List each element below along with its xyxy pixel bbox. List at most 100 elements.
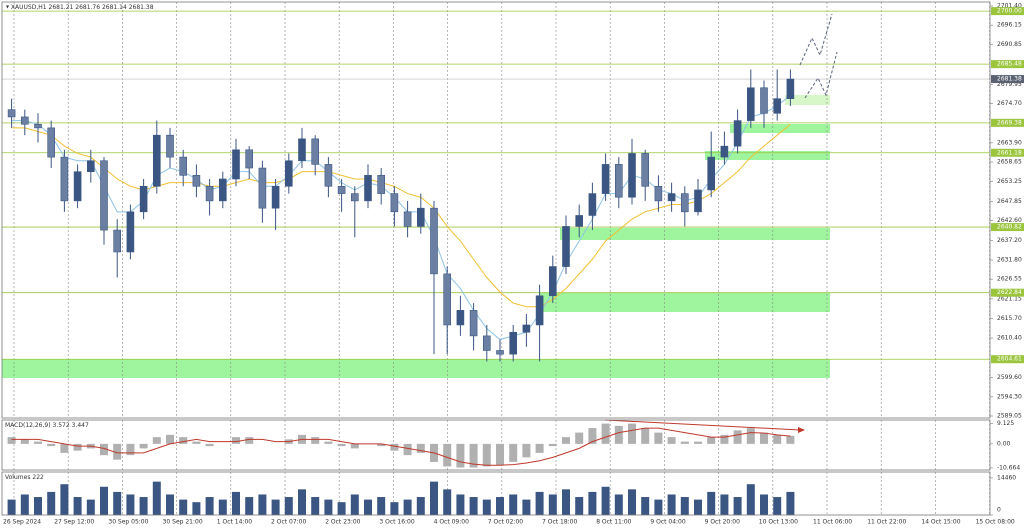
candle-body bbox=[100, 160, 108, 231]
x-tick-label: 1 Oct 14:00 bbox=[217, 519, 252, 526]
level-tag bbox=[991, 288, 1024, 297]
volume-header: Volumes 222 bbox=[5, 474, 44, 481]
candle-body bbox=[614, 164, 623, 198]
candle-body bbox=[20, 116, 29, 125]
level-label: 2685.48 bbox=[997, 61, 1022, 68]
candle-body bbox=[522, 324, 531, 333]
candle-body bbox=[707, 156, 716, 191]
candle-body bbox=[364, 175, 372, 202]
macd-bar bbox=[47, 443, 56, 447]
macd-bar bbox=[707, 437, 716, 444]
volume-bar bbox=[694, 499, 702, 515]
macd-bar bbox=[601, 423, 610, 444]
macd-bar bbox=[628, 423, 636, 444]
volume-bar bbox=[377, 497, 386, 515]
candle-body bbox=[126, 211, 135, 253]
macd-bar bbox=[20, 439, 29, 444]
volume-bar bbox=[443, 489, 452, 515]
volume-bar bbox=[760, 494, 768, 515]
volume-bar bbox=[311, 497, 320, 515]
level-label: 2700.00 bbox=[997, 8, 1022, 15]
volume-bar bbox=[152, 481, 161, 515]
main-frame bbox=[1, 1, 991, 419]
volume-bar bbox=[496, 497, 504, 515]
candle-body bbox=[535, 295, 544, 326]
candle-body bbox=[258, 167, 267, 209]
candle-body bbox=[47, 127, 56, 158]
y-tick-label: 2594.30 bbox=[997, 393, 1022, 400]
volume-bar bbox=[113, 491, 122, 515]
x-tick-label: 3 Oct 16:00 bbox=[379, 519, 414, 526]
candle-body bbox=[245, 149, 253, 169]
candle-body bbox=[60, 156, 69, 202]
volume-bar bbox=[7, 499, 16, 515]
macd-value: 3.572 bbox=[53, 422, 70, 429]
macd-bar bbox=[113, 443, 122, 460]
macd-bar bbox=[760, 432, 768, 444]
candle-body bbox=[350, 193, 359, 202]
candle-body bbox=[760, 87, 768, 114]
macd-bar bbox=[377, 443, 386, 447]
macd-bar bbox=[60, 443, 69, 453]
candle-body bbox=[34, 123, 42, 129]
volume-bar bbox=[298, 489, 306, 515]
macd-bar bbox=[350, 443, 359, 449]
level-tag bbox=[991, 148, 1024, 157]
candle-body bbox=[284, 160, 293, 187]
candle-body bbox=[667, 193, 676, 202]
macd-frame bbox=[1, 419, 991, 471]
y-tick-label: 2647.85 bbox=[997, 198, 1022, 205]
x-tick-label: 30 Sep 21:00 bbox=[163, 519, 203, 526]
y-tick-label: 2663.90 bbox=[997, 139, 1022, 146]
y-tick-label: 2599.60 bbox=[997, 374, 1022, 381]
macd-bar bbox=[614, 425, 623, 444]
y-tick-label: 0.00 bbox=[997, 440, 1011, 447]
candle-body bbox=[654, 185, 663, 202]
y-tick-label: 2701.40 bbox=[997, 3, 1022, 10]
candle-body bbox=[232, 149, 240, 180]
volume-bar bbox=[430, 481, 438, 515]
volume-bar bbox=[390, 502, 399, 515]
zones bbox=[2, 95, 830, 378]
macd-bar bbox=[337, 443, 346, 447]
volume-bar bbox=[680, 497, 689, 515]
candle-body bbox=[311, 138, 320, 165]
candle-body bbox=[548, 266, 557, 297]
candle-body bbox=[456, 310, 465, 326]
volume-bar bbox=[403, 499, 412, 515]
divergence-line bbox=[604, 419, 801, 431]
y-tick-label: 2610.40 bbox=[997, 335, 1022, 342]
volume-bar bbox=[456, 494, 465, 515]
support-zone bbox=[730, 124, 830, 133]
macd-bar bbox=[416, 443, 425, 453]
volume-bar bbox=[86, 499, 95, 515]
volume-bar bbox=[707, 491, 716, 515]
x-tick-label: 7 Oct 02:00 bbox=[488, 519, 523, 526]
macd-bar bbox=[311, 437, 320, 444]
support-zone bbox=[540, 293, 830, 312]
volume-bar bbox=[192, 502, 201, 515]
y-tick-label: 2631.80 bbox=[997, 256, 1022, 263]
macd-bar bbox=[126, 443, 135, 456]
volume-bar bbox=[284, 497, 293, 515]
volume-bar bbox=[641, 497, 650, 515]
volume-bar bbox=[166, 494, 174, 515]
high-price: 2681.76 bbox=[75, 4, 100, 11]
y-tick-label: 2653.25 bbox=[997, 178, 1022, 185]
volume-bar bbox=[324, 499, 333, 515]
candle-body bbox=[87, 160, 95, 172]
projection bbox=[799, 13, 838, 99]
volume-bar bbox=[271, 499, 280, 515]
candle-body bbox=[324, 164, 333, 187]
x-tick-label: 11 Oct 06:00 bbox=[813, 519, 852, 526]
macd-bar bbox=[654, 432, 663, 444]
candle-body bbox=[73, 171, 82, 202]
macd-bar bbox=[34, 441, 42, 444]
volume-bar bbox=[733, 497, 742, 515]
candle-body bbox=[482, 335, 491, 351]
level-tag bbox=[991, 7, 1024, 16]
macd-bar bbox=[482, 443, 491, 467]
y-tick-label: 9.125 bbox=[997, 420, 1014, 427]
volume-bar bbox=[20, 494, 29, 515]
